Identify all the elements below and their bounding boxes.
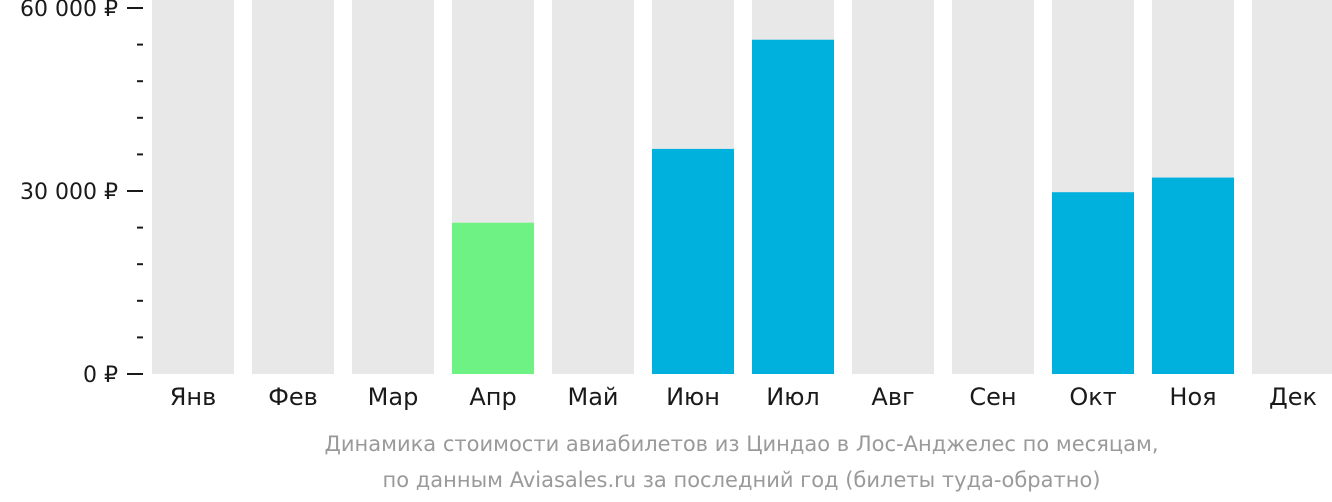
x-tick-label-12: Дек <box>1269 383 1317 411</box>
x-tick-label-2: Фев <box>268 383 318 411</box>
y-tick-label-2: 30 000 ₽ <box>20 180 118 205</box>
bar-background-1 <box>152 0 234 374</box>
bar-background-9 <box>952 0 1034 374</box>
x-tick-label-8: Авг <box>871 383 914 411</box>
x-tick-label-5: Май <box>567 383 618 411</box>
bar-10 <box>1052 192 1134 374</box>
bar-7 <box>752 39 834 374</box>
bar-background-3 <box>352 0 434 374</box>
y-tick-label-1: 0 ₽ <box>83 363 118 388</box>
x-tick-label-3: Мар <box>368 383 419 411</box>
bar-11 <box>1152 177 1234 374</box>
bar-4 <box>452 222 534 374</box>
price-chart: Янв Фев Мар Апр Май Июн Июл Авг Сен Окт Ноя Дек 0 ₽ 3… <box>20 0 1332 411</box>
bar-background-2 <box>252 0 334 374</box>
x-tick-label-7: Июл <box>766 383 820 411</box>
chart-caption-line-1: Динамика стоимости авиабилетов из Циндао… <box>324 432 1159 456</box>
x-tick-label-10: Окт <box>1069 383 1116 411</box>
chart-caption-line-2: по данным Aviasales.ru за последний год … <box>382 468 1101 492</box>
x-tick-label-9: Сен <box>969 383 1016 411</box>
bar-background-5 <box>552 0 634 374</box>
x-tick-label-6: Июн <box>666 383 720 411</box>
bar-background-12 <box>1252 0 1332 374</box>
bar-6 <box>652 148 734 374</box>
x-tick-label-1: Янв <box>170 383 217 411</box>
x-tick-label-11: Ноя <box>1169 383 1216 411</box>
x-tick-label-4: Апр <box>469 383 516 411</box>
bar-background-8 <box>852 0 934 374</box>
y-tick-label-3: 60 000 ₽ <box>20 0 118 22</box>
